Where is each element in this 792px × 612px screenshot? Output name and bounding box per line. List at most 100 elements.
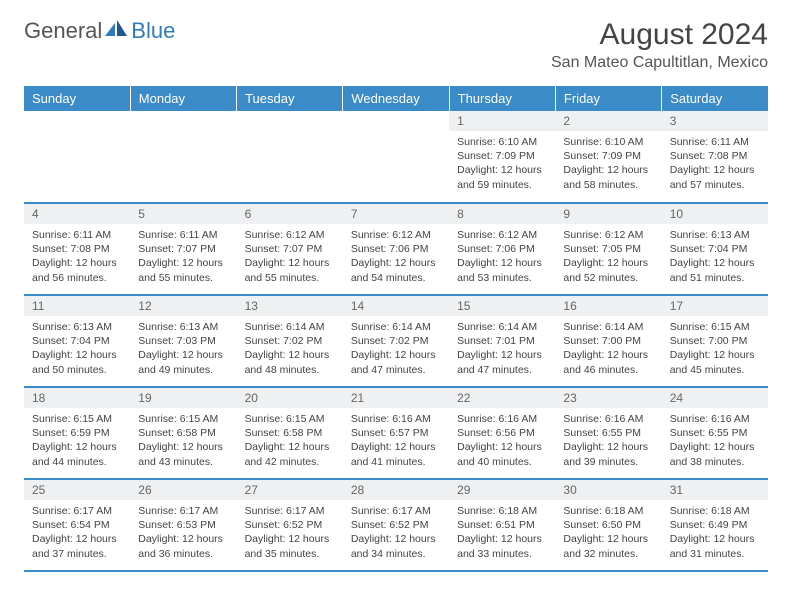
day-details: Sunrise: 6:13 AMSunset: 7:04 PMDaylight:…: [662, 224, 768, 291]
calendar-day-cell: 19Sunrise: 6:15 AMSunset: 6:58 PMDayligh…: [130, 387, 236, 479]
calendar-day-cell: 29Sunrise: 6:18 AMSunset: 6:51 PMDayligh…: [449, 479, 555, 571]
weekday-header: Thursday: [449, 86, 555, 111]
day-details: Sunrise: 6:12 AMSunset: 7:06 PMDaylight:…: [449, 224, 555, 291]
calendar-day-cell: 7Sunrise: 6:12 AMSunset: 7:06 PMDaylight…: [343, 203, 449, 295]
calendar-day-cell: 20Sunrise: 6:15 AMSunset: 6:58 PMDayligh…: [237, 387, 343, 479]
weekday-header: Saturday: [662, 86, 768, 111]
calendar-day-cell: 21Sunrise: 6:16 AMSunset: 6:57 PMDayligh…: [343, 387, 449, 479]
weekday-header-row: Sunday Monday Tuesday Wednesday Thursday…: [24, 86, 768, 111]
logo-text-b: Blue: [131, 18, 175, 44]
calendar-day-cell: 5Sunrise: 6:11 AMSunset: 7:07 PMDaylight…: [130, 203, 236, 295]
day-details: Sunrise: 6:17 AMSunset: 6:53 PMDaylight:…: [130, 500, 236, 567]
day-details: Sunrise: 6:15 AMSunset: 6:59 PMDaylight:…: [24, 408, 130, 475]
calendar-day-cell: 10Sunrise: 6:13 AMSunset: 7:04 PMDayligh…: [662, 203, 768, 295]
day-number: 26: [130, 480, 236, 500]
calendar-week-row: ........1Sunrise: 6:10 AMSunset: 7:09 PM…: [24, 111, 768, 203]
day-details: Sunrise: 6:11 AMSunset: 7:07 PMDaylight:…: [130, 224, 236, 291]
day-number: 7: [343, 204, 449, 224]
calendar-day-cell: 9Sunrise: 6:12 AMSunset: 7:05 PMDaylight…: [555, 203, 661, 295]
calendar-table: Sunday Monday Tuesday Wednesday Thursday…: [24, 86, 768, 572]
day-details: Sunrise: 6:15 AMSunset: 7:00 PMDaylight:…: [662, 316, 768, 383]
calendar-day-cell: ..: [343, 111, 449, 203]
calendar-day-cell: 30Sunrise: 6:18 AMSunset: 6:50 PMDayligh…: [555, 479, 661, 571]
title-block: August 2024 San Mateo Capultitlan, Mexic…: [551, 18, 768, 72]
calendar-day-cell: 14Sunrise: 6:14 AMSunset: 7:02 PMDayligh…: [343, 295, 449, 387]
day-number: 5: [130, 204, 236, 224]
calendar-day-cell: 1Sunrise: 6:10 AMSunset: 7:09 PMDaylight…: [449, 111, 555, 203]
day-details: Sunrise: 6:15 AMSunset: 6:58 PMDaylight:…: [130, 408, 236, 475]
day-number: 2: [555, 111, 661, 131]
day-details: Sunrise: 6:14 AMSunset: 7:02 PMDaylight:…: [237, 316, 343, 383]
day-details: Sunrise: 6:11 AMSunset: 7:08 PMDaylight:…: [24, 224, 130, 291]
weekday-header: Wednesday: [343, 86, 449, 111]
day-number: 20: [237, 388, 343, 408]
calendar-day-cell: 28Sunrise: 6:17 AMSunset: 6:52 PMDayligh…: [343, 479, 449, 571]
calendar-day-cell: ..: [130, 111, 236, 203]
calendar-week-row: 4Sunrise: 6:11 AMSunset: 7:08 PMDaylight…: [24, 203, 768, 295]
day-details: Sunrise: 6:15 AMSunset: 6:58 PMDaylight:…: [237, 408, 343, 475]
day-number: 24: [662, 388, 768, 408]
weekday-header: Sunday: [24, 86, 130, 111]
calendar-day-cell: 31Sunrise: 6:18 AMSunset: 6:49 PMDayligh…: [662, 479, 768, 571]
calendar-week-row: 11Sunrise: 6:13 AMSunset: 7:04 PMDayligh…: [24, 295, 768, 387]
calendar-day-cell: ..: [24, 111, 130, 203]
calendar-day-cell: 27Sunrise: 6:17 AMSunset: 6:52 PMDayligh…: [237, 479, 343, 571]
calendar-day-cell: 12Sunrise: 6:13 AMSunset: 7:03 PMDayligh…: [130, 295, 236, 387]
day-number: 29: [449, 480, 555, 500]
location-text: San Mateo Capultitlan, Mexico: [551, 54, 768, 72]
day-number: 23: [555, 388, 661, 408]
calendar-day-cell: 15Sunrise: 6:14 AMSunset: 7:01 PMDayligh…: [449, 295, 555, 387]
day-details: Sunrise: 6:16 AMSunset: 6:57 PMDaylight:…: [343, 408, 449, 475]
day-details: Sunrise: 6:12 AMSunset: 7:06 PMDaylight:…: [343, 224, 449, 291]
day-details: Sunrise: 6:17 AMSunset: 6:52 PMDaylight:…: [237, 500, 343, 567]
day-number: 16: [555, 296, 661, 316]
day-number: 8: [449, 204, 555, 224]
logo-sail-icon: [105, 18, 127, 44]
day-number: 12: [130, 296, 236, 316]
day-number: 25: [24, 480, 130, 500]
calendar-day-cell: 23Sunrise: 6:16 AMSunset: 6:55 PMDayligh…: [555, 387, 661, 479]
calendar-day-cell: 4Sunrise: 6:11 AMSunset: 7:08 PMDaylight…: [24, 203, 130, 295]
calendar-day-cell: ..: [237, 111, 343, 203]
day-number: 9: [555, 204, 661, 224]
day-details: Sunrise: 6:18 AMSunset: 6:49 PMDaylight:…: [662, 500, 768, 567]
day-number: 15: [449, 296, 555, 316]
calendar-week-row: 18Sunrise: 6:15 AMSunset: 6:59 PMDayligh…: [24, 387, 768, 479]
calendar-day-cell: 16Sunrise: 6:14 AMSunset: 7:00 PMDayligh…: [555, 295, 661, 387]
day-details: Sunrise: 6:16 AMSunset: 6:56 PMDaylight:…: [449, 408, 555, 475]
day-number: 30: [555, 480, 661, 500]
day-details: Sunrise: 6:18 AMSunset: 6:51 PMDaylight:…: [449, 500, 555, 567]
day-number: 14: [343, 296, 449, 316]
day-details: Sunrise: 6:14 AMSunset: 7:00 PMDaylight:…: [555, 316, 661, 383]
weekday-header: Friday: [555, 86, 661, 111]
day-details: Sunrise: 6:13 AMSunset: 7:04 PMDaylight:…: [24, 316, 130, 383]
day-details: Sunrise: 6:13 AMSunset: 7:03 PMDaylight:…: [130, 316, 236, 383]
weekday-header: Monday: [130, 86, 236, 111]
calendar-day-cell: 8Sunrise: 6:12 AMSunset: 7:06 PMDaylight…: [449, 203, 555, 295]
logo-text-a: General: [24, 18, 102, 44]
calendar-day-cell: 22Sunrise: 6:16 AMSunset: 6:56 PMDayligh…: [449, 387, 555, 479]
logo: General Blue: [24, 18, 175, 44]
day-details: Sunrise: 6:12 AMSunset: 7:05 PMDaylight:…: [555, 224, 661, 291]
day-number: 11: [24, 296, 130, 316]
day-details: Sunrise: 6:10 AMSunset: 7:09 PMDaylight:…: [449, 131, 555, 198]
day-details: Sunrise: 6:17 AMSunset: 6:52 PMDaylight:…: [343, 500, 449, 567]
calendar-day-cell: 6Sunrise: 6:12 AMSunset: 7:07 PMDaylight…: [237, 203, 343, 295]
calendar-week-row: 25Sunrise: 6:17 AMSunset: 6:54 PMDayligh…: [24, 479, 768, 571]
day-number: 22: [449, 388, 555, 408]
calendar-day-cell: 13Sunrise: 6:14 AMSunset: 7:02 PMDayligh…: [237, 295, 343, 387]
day-number: 6: [237, 204, 343, 224]
calendar-day-cell: 18Sunrise: 6:15 AMSunset: 6:59 PMDayligh…: [24, 387, 130, 479]
day-number: 13: [237, 296, 343, 316]
day-number: 4: [24, 204, 130, 224]
calendar-day-cell: 26Sunrise: 6:17 AMSunset: 6:53 PMDayligh…: [130, 479, 236, 571]
day-number: 21: [343, 388, 449, 408]
calendar-day-cell: 25Sunrise: 6:17 AMSunset: 6:54 PMDayligh…: [24, 479, 130, 571]
day-details: Sunrise: 6:14 AMSunset: 7:01 PMDaylight:…: [449, 316, 555, 383]
day-number: 1: [449, 111, 555, 131]
day-details: Sunrise: 6:11 AMSunset: 7:08 PMDaylight:…: [662, 131, 768, 198]
day-details: Sunrise: 6:10 AMSunset: 7:09 PMDaylight:…: [555, 131, 661, 198]
calendar-day-cell: 24Sunrise: 6:16 AMSunset: 6:55 PMDayligh…: [662, 387, 768, 479]
calendar-day-cell: 11Sunrise: 6:13 AMSunset: 7:04 PMDayligh…: [24, 295, 130, 387]
day-details: Sunrise: 6:16 AMSunset: 6:55 PMDaylight:…: [662, 408, 768, 475]
